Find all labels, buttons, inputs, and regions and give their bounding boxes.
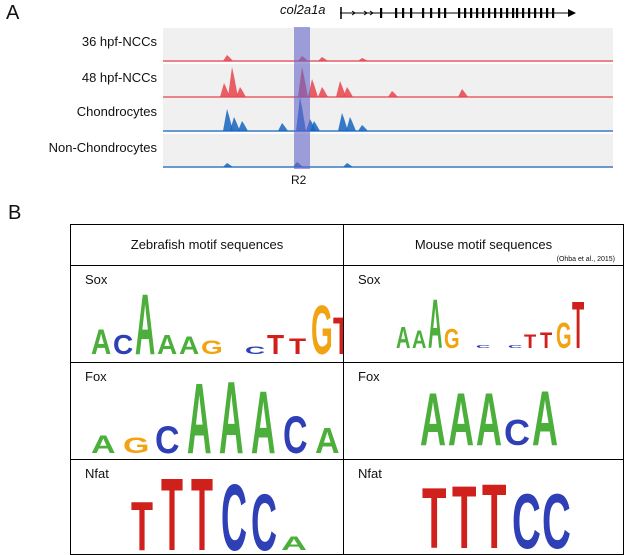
logo-letter: A xyxy=(187,363,212,459)
logo-letter: G xyxy=(556,317,572,357)
track-label: Chondrocytes xyxy=(76,104,157,119)
logo-letter: C xyxy=(512,479,541,554)
logo-letter: C xyxy=(251,479,277,554)
signal-track xyxy=(163,134,613,168)
logo-letter: A xyxy=(135,276,155,362)
motif-table: Zebrafish motif sequences Mouse motif se… xyxy=(70,224,624,555)
logo-letter: T xyxy=(333,307,343,362)
logo-letter: C xyxy=(221,465,247,554)
signal-track xyxy=(163,98,613,132)
logo-letter: C xyxy=(542,479,571,554)
logo-letter: T xyxy=(524,331,536,353)
logo-letter: C xyxy=(113,329,133,360)
logo-letter: C xyxy=(504,412,530,453)
citation: (Ohba et al., 2015) xyxy=(556,256,615,263)
logo-letter: A xyxy=(412,326,426,354)
zebrafish-sox-logo: Sox ACAAAGCTTGT xyxy=(70,265,344,363)
logo-letter: A xyxy=(91,431,116,459)
track-label: Non-Chondrocytes xyxy=(48,140,157,155)
logo-letter: A xyxy=(532,374,558,459)
panel-a-letter: A xyxy=(6,2,20,24)
logo-letter: T xyxy=(572,288,584,362)
logo-letter: A xyxy=(179,331,199,359)
logo-letter: C xyxy=(283,407,308,459)
logo-letter: A xyxy=(428,285,442,362)
logo-letter: T xyxy=(482,465,506,554)
signal-track xyxy=(163,64,613,98)
logo-letter: G xyxy=(444,324,460,355)
logo-letter: T xyxy=(422,471,446,554)
logo-letter: A xyxy=(91,322,111,362)
logo-letter: T xyxy=(452,468,476,554)
logo-letter: C xyxy=(155,418,180,459)
logo-letter: A xyxy=(157,329,177,360)
logo-letter: G xyxy=(201,337,223,359)
track-label: 36 hpf-NCCs xyxy=(81,34,157,49)
region-label: R2 xyxy=(291,173,307,187)
logo-letter: A xyxy=(476,379,502,459)
panel-b-letter: B xyxy=(8,202,22,224)
logo-letter: G xyxy=(123,434,149,459)
gene-name: col2a1a xyxy=(280,2,326,17)
logo-letter: A xyxy=(420,379,446,459)
region-highlight-r2 xyxy=(294,27,310,169)
logo-letter: A xyxy=(219,363,244,459)
logo-letter: A xyxy=(448,379,474,459)
logo-letter: C xyxy=(476,345,491,350)
logo-letter: T xyxy=(289,335,307,360)
logo-letter: T xyxy=(191,460,213,554)
track-label: 48 hpf-NCCs xyxy=(81,70,157,85)
logo-letter: T xyxy=(267,329,284,360)
logo-letter: A xyxy=(315,421,340,459)
logo-letter: G xyxy=(311,292,333,362)
logo-letter: T xyxy=(131,487,153,554)
column-header-mouse: Mouse motif sequences (Ohba et al., 2015… xyxy=(343,224,624,266)
column-header-zebrafish: Zebrafish motif sequences xyxy=(70,224,344,266)
logo-letter: A xyxy=(251,374,276,459)
signal-track xyxy=(163,28,613,62)
zebrafish-fox-logo: Fox AGCAAACAG xyxy=(70,362,344,460)
gene-structure xyxy=(340,7,576,19)
logo-letter: T xyxy=(540,329,552,353)
logo-letter: T xyxy=(161,460,183,554)
logo-letter: A xyxy=(281,533,307,554)
logo-letter: A xyxy=(396,322,410,355)
logo-letter: C xyxy=(245,344,265,357)
logo-letter: C xyxy=(508,345,523,350)
